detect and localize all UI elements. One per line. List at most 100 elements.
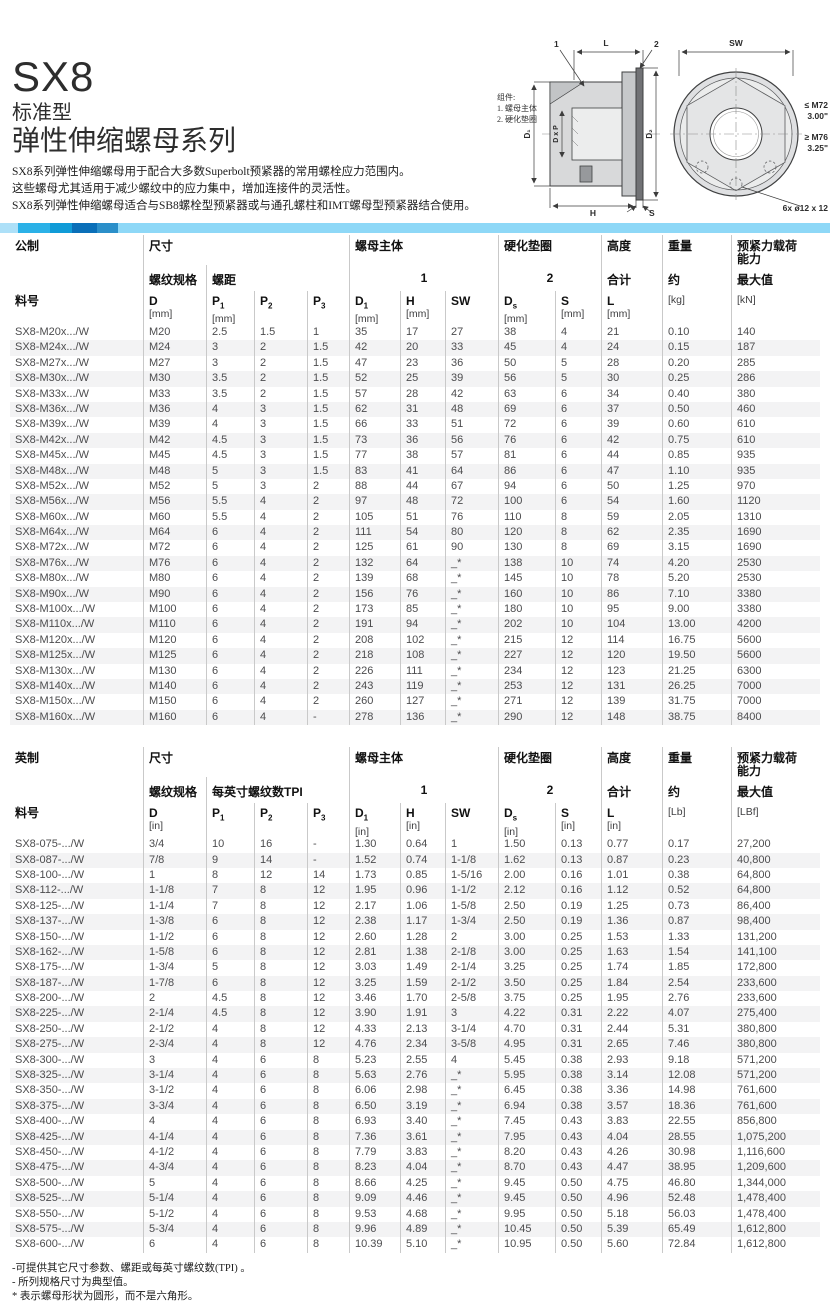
value-cell: 4 [206,1083,254,1099]
value-cell: 1.01 [601,867,662,884]
value-cell: 935 [731,463,820,479]
page-header: SX8 标准型 弹性伸缩螺母系列 SX8系列弹性伸缩螺母用于配合大多数Super… [0,0,830,215]
value-cell: 8.23 [349,1160,400,1176]
value-cell: 94 [498,478,555,495]
value-cell: 2 [307,509,349,526]
value-cell: 1.5 [307,463,349,479]
value-cell: 2 [307,478,349,495]
value-cell: 6 [254,1083,307,1099]
value-cell: 4 [206,1098,254,1115]
value-cell: 0.60 [662,417,731,433]
value-cell: 8 [307,1160,349,1176]
value-cell: 1,478,400 [731,1191,820,1207]
value-cell: 8 [254,975,307,992]
value-cell: 7.10 [662,586,731,603]
value-cell: 8 [254,960,307,976]
value-cell: 12 [555,632,601,649]
value-cell: 5.23 [349,1052,400,1069]
part-number-cell: SX8-M80x.../W [15,572,89,585]
value-cell: 5.5 [206,509,254,526]
value-cell: 5.63 [349,1068,400,1084]
value-cell: 132 [349,555,400,572]
metric-table-section: 公制 尺寸 螺母主体 硬化垫圈 高度 重量 预紧力载荷 能力 螺纹规格 螺距 1 2 合计约最大值 料号… [0,235,830,726]
value-cell: 2 [445,929,498,945]
value-cell: 86,400 [731,898,820,915]
value-cell: 56.03 [662,1206,731,1222]
value-cell: 42 [601,432,662,449]
value-cell: 1310 [731,509,820,526]
part-number-cell: SX8-M150x.../W [15,695,96,708]
value-cell: - [307,837,349,853]
value-cell: M80 [143,571,206,587]
value-cell: _* [445,1160,498,1176]
value-cell: 0.50 [555,1237,601,1253]
nut-front-view [670,68,802,200]
value-cell: 4 [254,571,307,587]
value-cell: 44 [400,478,445,495]
value-cell: M45 [143,448,206,464]
value-cell: 3.57 [601,1098,662,1115]
value-cell: 85 [400,602,445,618]
value-cell: 1.73 [349,867,400,884]
value-cell: 2.05 [662,509,731,526]
value-cell: 4 [254,648,307,664]
part-number-cell: SX8-M72x.../W [15,541,89,554]
value-cell: 4 [445,1052,498,1069]
value-cell: 1.38 [400,944,445,961]
value-cell: 4 [206,1129,254,1145]
column-subheader: 螺纹规格 [143,777,206,804]
value-cell: 4.04 [601,1129,662,1145]
value-cell: 8.66 [349,1175,400,1192]
component-legend-item: 2. 硬化垫圈 [497,115,537,124]
column-group-header: 尺寸 [143,747,349,778]
value-cell: 3.75 [498,991,555,1007]
value-cell: 8 [307,1191,349,1207]
value-cell: 1 [307,325,349,341]
description-line: SX8系列弹性伸缩螺母适合与SB8螺栓型预紧器或与通孔螺柱和IMT螺母型预紧器结… [12,200,476,212]
part-number-cell: SX8-550-.../W [15,1207,85,1220]
value-cell: 12 [555,648,601,664]
value-cell: 0.50 [555,1206,601,1222]
value-cell: 78 [601,571,662,587]
value-cell: 4 [254,525,307,541]
column-group-header: 高度 [601,235,662,265]
part-number-cell: SX8-200-.../W [15,992,85,1005]
value-cell: M160 [143,709,206,726]
value-cell: 10 [555,586,601,603]
value-cell: 1.5 [307,448,349,464]
value-cell: 63 [498,386,555,402]
value-cell: 8 [307,1114,349,1130]
value-cell: 4.26 [601,1144,662,1161]
accent-bar-segment [97,223,118,233]
value-cell: 6 [254,1191,307,1207]
value-cell: 6 [206,540,254,556]
value-cell: 108 [400,648,445,664]
value-cell: 1.30 [349,837,400,853]
dim-label-DxP: D x P [553,125,560,143]
value-cell: 127 [400,694,445,710]
value-cell: 4.20 [662,555,731,572]
value-cell: 5.10 [400,1237,445,1253]
value-cell: 105 [349,509,400,526]
value-cell: _* [445,694,498,710]
footnotes: -可提供其它尺寸参数、螺距或每英寸螺纹数(TPI) 。 - 所列规格尺寸为典型值… [0,1253,830,1304]
value-cell: 123 [601,663,662,679]
value-cell: 1.70 [400,991,445,1007]
value-cell: 2.55 [400,1052,445,1069]
column-group-header: 硬化垫圈 [498,235,601,265]
column-header: P1 [mm] [206,291,254,325]
part-number-cell: SX8-125-.../W [15,899,85,912]
value-cell: 2 [307,648,349,664]
value-cell: 1.5 [307,401,349,418]
value-cell: 57 [349,386,400,402]
value-cell: 2 [307,602,349,618]
part-callout-2: 2 [654,39,659,49]
part-number-cell: SX8-225-.../W [10,1006,143,1022]
value-cell: _* [445,678,498,695]
value-cell: 98,400 [731,914,820,930]
value-cell: 12.08 [662,1068,731,1084]
value-cell: 12 [307,960,349,976]
value-cell: 380,800 [731,1021,820,1038]
value-cell: 2 [254,355,307,372]
value-cell: 2.22 [601,1006,662,1022]
